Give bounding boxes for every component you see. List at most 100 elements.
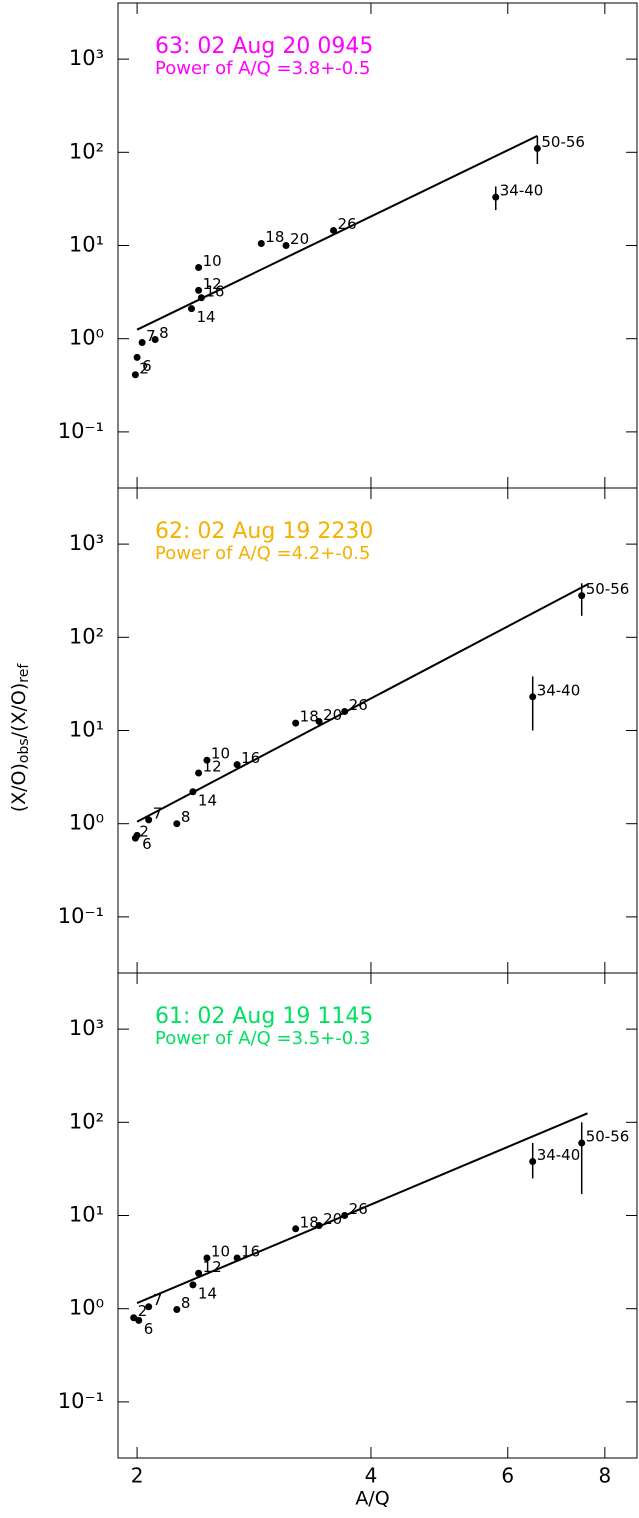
y-tick-label: 10¹ xyxy=(69,718,104,742)
y-tick-label: 10⁰ xyxy=(69,811,104,835)
y-tick-label: 10⁰ xyxy=(69,326,104,350)
data-point xyxy=(341,707,349,715)
point-label: 7 xyxy=(146,327,156,345)
data-point xyxy=(133,831,141,839)
data-point xyxy=(145,1303,153,1311)
point-label: 34-40 xyxy=(537,1146,581,1164)
data-point xyxy=(189,1281,197,1289)
point-label: 10 xyxy=(203,252,222,270)
data-point xyxy=(195,264,203,272)
data-point xyxy=(173,820,181,828)
point-label: 8 xyxy=(181,808,191,826)
point-label: 14 xyxy=(198,791,217,809)
data-point xyxy=(341,1212,349,1219)
point-label: 12 xyxy=(203,275,222,293)
y-tick-label: 10² xyxy=(69,624,104,648)
data-point xyxy=(131,371,139,379)
data-point xyxy=(189,788,197,796)
data-point xyxy=(195,1269,203,1277)
y-tick-label: 10¹ xyxy=(69,233,104,257)
data-point xyxy=(133,353,141,361)
data-point xyxy=(257,240,265,248)
data-point xyxy=(233,1254,241,1262)
point-label: 8 xyxy=(181,1294,191,1312)
point-label: 18 xyxy=(300,1213,319,1231)
point-label: 20 xyxy=(323,706,342,724)
data-point xyxy=(578,1139,586,1147)
y-tick-label: 10² xyxy=(69,139,104,163)
y-tick-label: 10² xyxy=(69,1109,104,1133)
data-point xyxy=(151,336,159,344)
x-tick-label: 6 xyxy=(501,1464,514,1488)
x-axis-label: A/Q xyxy=(355,1488,389,1510)
panel-subtitle: Power of A/Q =4.2+-0.5 xyxy=(155,543,370,564)
point-label: 8 xyxy=(159,324,169,342)
point-label: 10 xyxy=(211,1242,230,1260)
data-point xyxy=(292,719,300,727)
point-label: 50-56 xyxy=(541,133,585,151)
point-label: 6 xyxy=(142,835,152,853)
x-tick-label: 2 xyxy=(131,1464,144,1488)
data-point xyxy=(135,1316,143,1324)
point-label: 6 xyxy=(142,357,152,375)
x-tick-label: 4 xyxy=(365,1464,378,1488)
data-point xyxy=(529,1157,537,1165)
point-label: 7 xyxy=(153,804,163,822)
data-point xyxy=(282,242,290,249)
point-label: 12 xyxy=(203,1258,222,1276)
point-label: 50-56 xyxy=(586,580,630,598)
y-tick-label: 10³ xyxy=(69,1016,104,1040)
data-point xyxy=(195,286,203,294)
y-tick-label: 10³ xyxy=(69,46,104,70)
data-point xyxy=(578,592,586,600)
data-point xyxy=(173,1306,181,1314)
point-label: 18 xyxy=(300,708,319,726)
fit-line xyxy=(136,583,589,823)
data-point xyxy=(315,717,323,725)
y-axis-label-part: ref xyxy=(16,663,32,683)
point-label: 26 xyxy=(349,696,368,714)
point-label: 16 xyxy=(205,282,224,300)
panel-title: 61: 02 Aug 19 1145 xyxy=(155,1004,373,1029)
data-point xyxy=(145,816,153,824)
y-axis-label-part: (X/O) xyxy=(8,763,30,812)
data-point xyxy=(330,226,338,234)
point-label: 34-40 xyxy=(500,182,544,200)
y-axis-label: (X/O)obs/(X/O)ref xyxy=(8,663,33,813)
data-point xyxy=(138,339,146,347)
panel-subtitle: Power of A/Q =3.5+-0.3 xyxy=(155,1028,370,1049)
point-label: 7 xyxy=(153,1291,163,1309)
y-tick-label: 10¹ xyxy=(69,1203,104,1227)
panel-title: 62: 02 Aug 19 2230 xyxy=(155,519,373,544)
point-label: 14 xyxy=(198,1284,217,1302)
data-point xyxy=(533,144,541,152)
point-label: 10 xyxy=(211,745,230,763)
y-tick-label: 10³ xyxy=(69,531,104,555)
point-label: 26 xyxy=(349,1200,368,1218)
data-point xyxy=(188,305,196,313)
data-point xyxy=(492,193,500,201)
data-point xyxy=(529,693,537,701)
x-tick-label: 8 xyxy=(598,1464,611,1488)
data-point xyxy=(203,756,211,764)
data-point xyxy=(195,769,203,777)
point-label: 12 xyxy=(203,757,222,775)
data-point xyxy=(315,1222,323,1230)
y-tick-label: 10⁰ xyxy=(69,1296,104,1320)
y-axis-label-part: obs xyxy=(16,738,32,763)
panel-title: 63: 02 Aug 20 0945 xyxy=(155,34,373,59)
point-label: 18 xyxy=(265,228,284,246)
point-label: 14 xyxy=(197,308,216,326)
point-label: 26 xyxy=(338,215,357,233)
point-label: 34-40 xyxy=(537,681,581,699)
point-label: 16 xyxy=(241,1242,260,1260)
data-point xyxy=(292,1225,300,1233)
y-tick-label: 10⁻¹ xyxy=(58,904,104,928)
panel-subtitle: Power of A/Q =3.8+-0.5 xyxy=(155,58,370,79)
point-label: 2 xyxy=(139,823,149,841)
fit-line xyxy=(136,1112,588,1304)
y-tick-label: 10⁻¹ xyxy=(58,419,104,443)
point-label: 16 xyxy=(241,749,260,767)
point-label: 6 xyxy=(144,1320,154,1338)
